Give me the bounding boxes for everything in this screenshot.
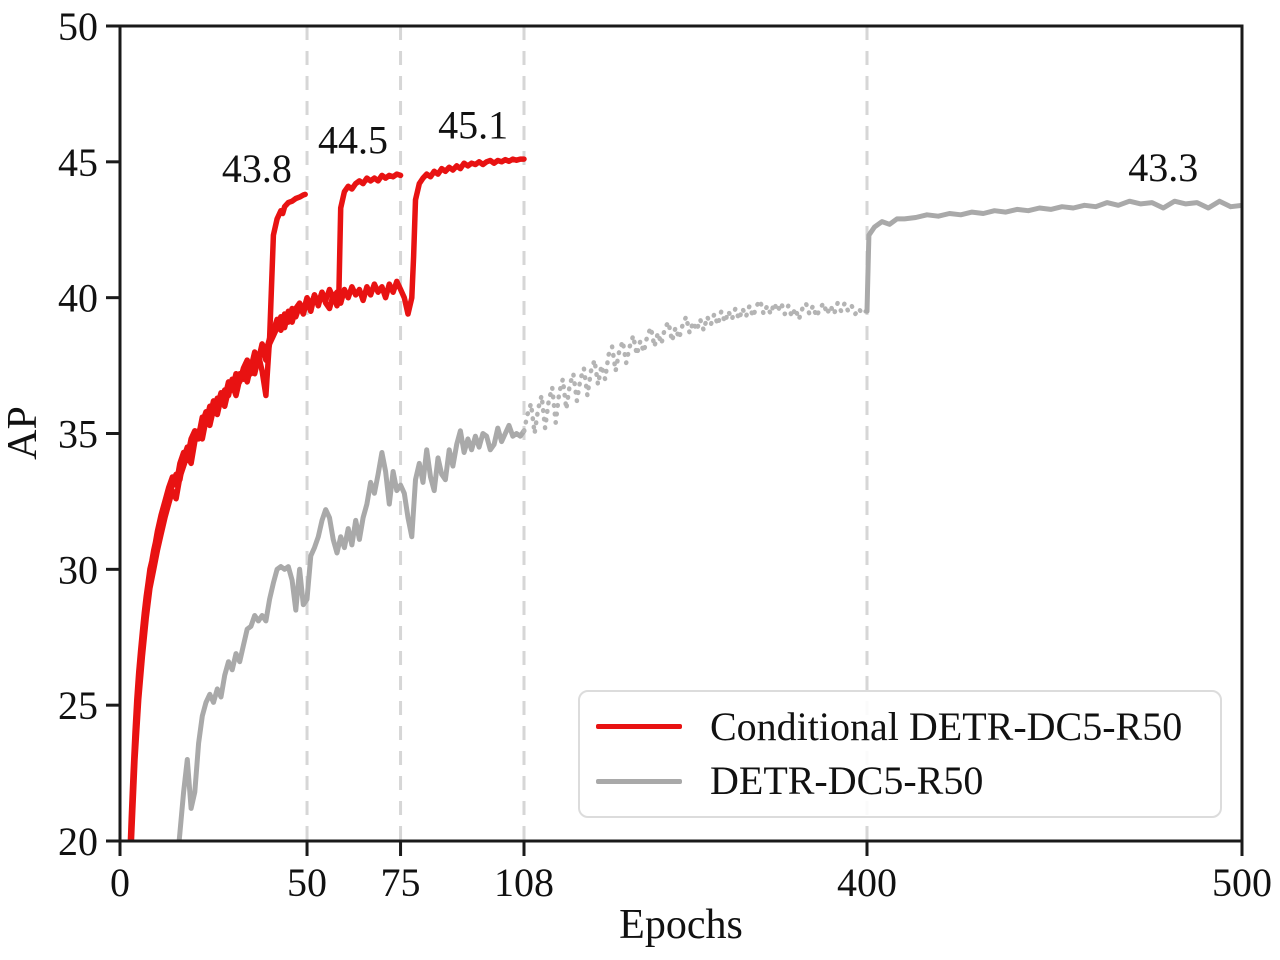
annotation-44.5: 44.5 [318,118,388,163]
legend-box: Conditional DETR-DC5-R50 DETR-DC5-R50 [578,690,1222,818]
y-tick-label-40: 40 [58,276,98,321]
y-tick-label-35: 35 [58,412,98,457]
y-tick-label-20: 20 [58,819,98,864]
data-curves [127,156,1242,841]
y-axis-label: AP [0,406,46,460]
legend-line-sample-red [596,724,682,730]
x-tick-label-108: 108 [494,860,554,905]
y-tick-label-30: 30 [58,547,98,592]
x-tick-label-500: 500 [1212,860,1272,905]
legend-label-detr: DETR-DC5-R50 [710,758,984,804]
curve-conditional-detr-108ep [128,156,527,841]
curve-detr-400-500 [864,198,1242,314]
curve-detr-108-400-dotted [521,298,870,436]
y-tick-label-50: 50 [58,4,98,49]
x-tick-label-50: 50 [287,860,327,905]
x-tick-label-0: 0 [110,860,130,905]
curve-detr-0-108 [176,422,527,841]
annotation-43.8: 43.8 [222,146,292,191]
x-tick-label-75: 75 [381,860,421,905]
annotation-45.1: 45.1 [438,103,508,148]
legend-line-sample-gray [596,778,682,784]
y-tick-label-25: 25 [58,683,98,728]
x-axis-label: Epochs [619,902,743,948]
annotation-43.3: 43.3 [1128,145,1198,190]
legend-label-conditional-detr: Conditional DETR-DC5-R50 [710,703,1183,749]
legend-entry-conditional-detr: Conditional DETR-DC5-R50 [596,703,1220,749]
x-tick-label-400: 400 [837,860,897,905]
y-tick-label-45: 45 [58,140,98,185]
curve-annotations: 43.8 44.5 45.1 43.3 [222,103,1198,191]
legend-entry-detr: DETR-DC5-R50 [596,761,1220,801]
